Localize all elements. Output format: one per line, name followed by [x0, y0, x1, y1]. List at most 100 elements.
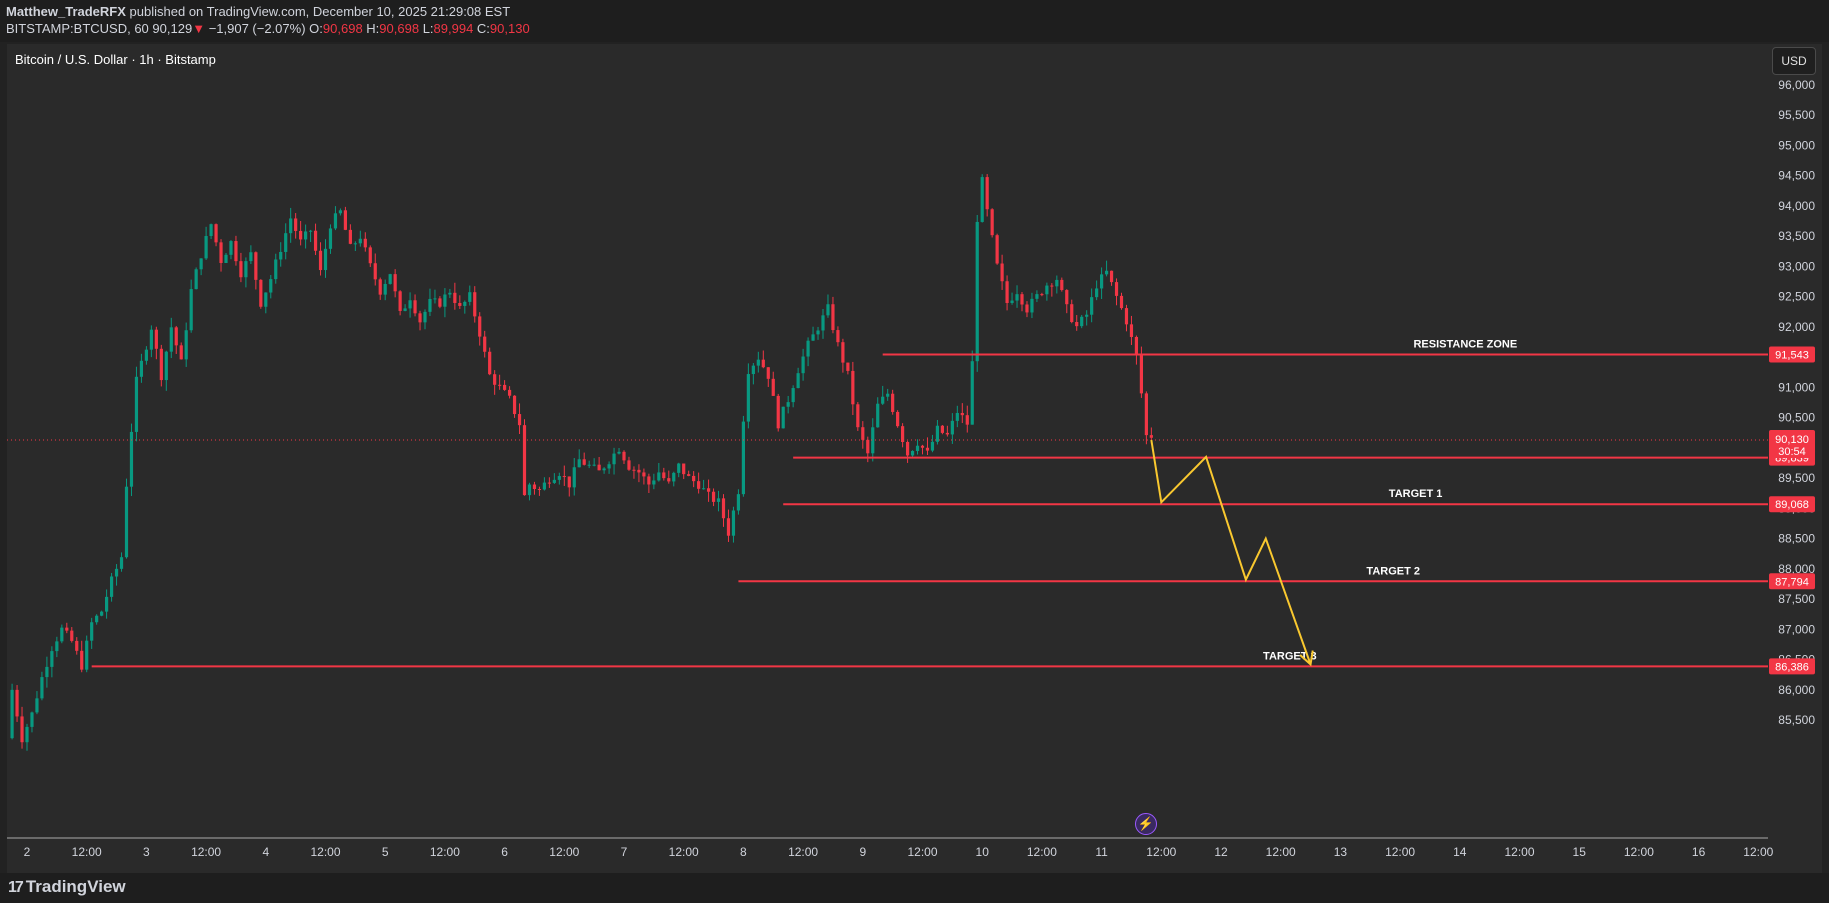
candle-body: [856, 404, 860, 428]
candle-body: [602, 468, 606, 471]
candle-body: [184, 330, 188, 360]
candle-body: [736, 494, 741, 511]
close-label: C:: [476, 21, 490, 36]
candle-body: [1124, 308, 1129, 325]
price-change: −1,907 (−2.07%): [208, 21, 306, 36]
currency-button[interactable]: USD: [1772, 47, 1816, 75]
level-label: TARGET 1: [1389, 488, 1443, 500]
publication-line: Matthew_TradeRFX published on TradingVie…: [6, 4, 510, 19]
candle-body: [1119, 295, 1124, 309]
price-tick-label: 94,500: [1778, 169, 1815, 183]
candle-body: [1075, 322, 1079, 327]
projection-arrowhead-icon: [1299, 650, 1314, 667]
candle-body: [995, 235, 999, 264]
candle-body: [488, 351, 492, 375]
candle-body: [80, 650, 84, 670]
candle-body: [607, 464, 611, 469]
candle-body: [687, 474, 691, 476]
time-tick-label: 12:00: [1146, 845, 1176, 859]
price-tick-label: 87,000: [1778, 622, 1815, 636]
logo-text: TradingView: [25, 877, 126, 896]
candle-body: [716, 498, 721, 502]
price-tick-label: 88,000: [1778, 562, 1815, 576]
candle-body: [846, 362, 850, 371]
candle-body: [174, 327, 178, 346]
countdown-text: 30:54: [1778, 446, 1806, 458]
candle-body: [413, 300, 417, 314]
candle-body: [105, 596, 109, 612]
candle-body: [697, 481, 701, 489]
last-price: 90,129: [152, 21, 193, 36]
candle-body: [945, 432, 949, 435]
candle-body: [35, 698, 39, 713]
candle-body: [1104, 270, 1109, 275]
candle-body: [950, 420, 954, 435]
candle-body: [881, 396, 885, 404]
candle-body: [239, 261, 243, 278]
candle-body: [40, 677, 44, 699]
candle-body: [254, 252, 258, 280]
candle-body: [383, 283, 387, 295]
candle-body: [244, 261, 248, 278]
lightning-bolt-icon[interactable]: ⚡: [1135, 813, 1157, 835]
candle-body: [925, 447, 930, 451]
candle-body: [806, 340, 810, 357]
candle-body: [224, 254, 228, 263]
candle-body: [294, 218, 298, 231]
candle-body: [503, 384, 507, 390]
time-tick-label: 12:00: [669, 845, 699, 859]
candle-body: [65, 627, 69, 631]
candle-body: [891, 393, 895, 412]
level-price-tag: [1769, 573, 1815, 590]
candle-body: [851, 370, 855, 405]
high-value: 90,698: [379, 21, 420, 36]
candle-body: [438, 298, 442, 307]
candle-body: [234, 241, 238, 262]
candle-body: [507, 389, 512, 396]
level-price-tag-text: 87,794: [1775, 576, 1809, 588]
time-tick-label: 12:00: [310, 845, 340, 859]
candle-body: [1109, 270, 1114, 283]
candle-body: [756, 359, 760, 366]
candle-body: [15, 689, 19, 717]
time-tick-label: 12:00: [1266, 845, 1296, 859]
candle-body: [269, 279, 273, 293]
price-tick-label: 95,000: [1778, 138, 1815, 152]
candle-body: [388, 274, 392, 284]
candle-body: [512, 395, 517, 415]
candle-body: [677, 463, 681, 473]
candle-body: [478, 316, 482, 337]
candle-body: [796, 373, 800, 389]
candle-body: [333, 213, 338, 229]
candle-body: [119, 557, 124, 569]
candle-body: [562, 476, 566, 478]
candle-body: [657, 472, 661, 481]
candle-body: [741, 421, 745, 495]
candle-body: [498, 384, 502, 386]
candle-body: [403, 308, 407, 311]
candle-body: [279, 251, 283, 260]
candle-body: [209, 224, 213, 237]
high-label: H:: [366, 21, 380, 36]
candle-body: [572, 467, 576, 488]
candle-body: [259, 279, 263, 307]
author-name[interactable]: Matthew_TradeRFX: [6, 4, 126, 19]
time-tick-label: 7: [621, 845, 628, 859]
candle-body: [1134, 336, 1139, 356]
ohlc-line: BITSTAMP:BTCUSD, 60 90,129▼ −1,907 (−2.0…: [6, 21, 530, 36]
candle-body: [682, 463, 686, 475]
level-price-tag: [1769, 658, 1815, 675]
tradingview-logo[interactable]: 17 TradingView: [8, 877, 126, 897]
candle-body: [801, 356, 805, 374]
time-tick-label: 12:00: [788, 845, 818, 859]
candle-body: [363, 238, 367, 248]
time-tick-label: 12:00: [1624, 845, 1654, 859]
candle-body: [1010, 300, 1014, 303]
open-label: O:: [309, 21, 323, 36]
price-tick-label: 92,000: [1778, 320, 1815, 334]
candle-body: [144, 349, 148, 361]
candle-body: [1045, 285, 1049, 295]
candle-body: [393, 274, 397, 292]
candle-body: [1030, 298, 1034, 313]
